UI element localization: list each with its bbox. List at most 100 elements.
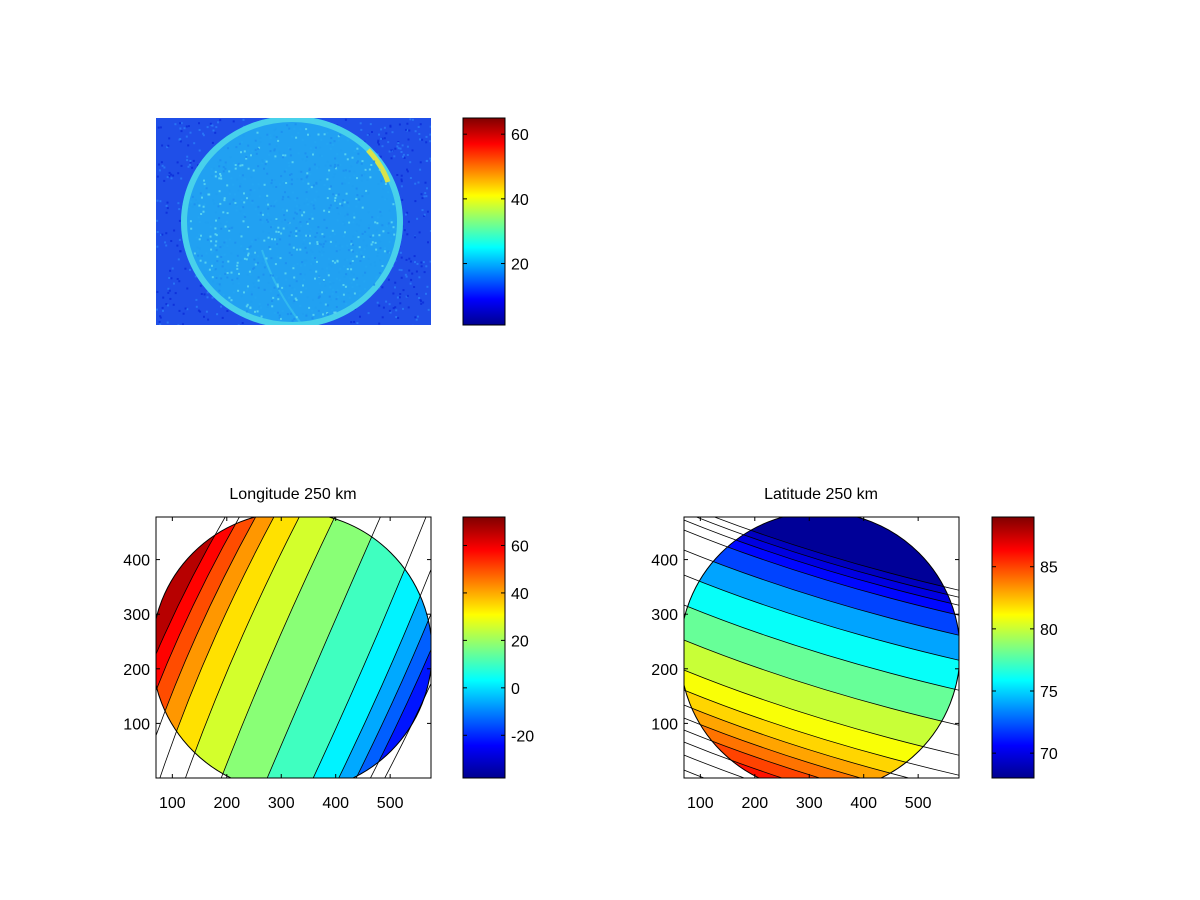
noise-pixel: [179, 138, 182, 140]
speckle-pixel: [307, 234, 310, 237]
speckle-pixel: [339, 134, 342, 136]
speckle-pixel: [378, 168, 381, 171]
latitude-colorbar: 70 75 80 85: [991, 516, 1058, 779]
noise-pixel: [426, 159, 429, 162]
y-tick-label: 300: [651, 607, 678, 624]
speckle-pixel: [335, 167, 337, 170]
speckle-pixel: [365, 189, 368, 192]
speckle-pixel: [219, 173, 222, 175]
speckle-pixel: [337, 193, 340, 196]
speckle-pixel: [291, 161, 294, 164]
speckle-pixel: [358, 198, 361, 201]
image-disk-rim: [181, 118, 403, 325]
speckle-pixel: [367, 227, 370, 230]
speckle-pixel: [282, 156, 284, 159]
noise-pixel: [158, 320, 161, 323]
noise-pixel: [399, 293, 402, 295]
speckle-pixel: [220, 227, 223, 230]
speckle-pixel: [324, 240, 327, 243]
noise-pixel: [409, 177, 412, 179]
speckle-pixel: [273, 149, 276, 152]
speckle-pixel: [249, 189, 252, 192]
speckle-pixel: [295, 316, 298, 319]
speckle-pixel: [308, 242, 311, 245]
noise-pixel: [383, 137, 386, 140]
contour-line: [684, 689, 959, 776]
speckle-pixel: [245, 157, 248, 160]
speckle-pixel: [251, 199, 254, 202]
speckle-pixel: [272, 274, 274, 277]
noise-pixel: [376, 153, 379, 156]
speckle-pixel: [327, 313, 329, 316]
speckle-pixel: [344, 169, 347, 172]
speckle-pixel: [247, 254, 249, 257]
noise-pixel: [211, 124, 214, 127]
noise-pixel: [165, 211, 168, 214]
speckle-pixel: [305, 314, 308, 317]
speckle-pixel: [329, 164, 332, 167]
noise-pixel: [167, 287, 170, 290]
speckle-pixel: [282, 227, 285, 230]
speckle-pixel: [351, 156, 354, 159]
speckle-pixel: [326, 304, 329, 307]
speckle-pixel: [334, 197, 337, 199]
speckle-pixel: [335, 250, 338, 253]
noise-pixel: [400, 185, 403, 188]
noise-pixel: [187, 165, 190, 168]
colorbar-tick-label: 60: [511, 538, 529, 555]
speckle-pixel: [326, 312, 329, 314]
speckle-pixel: [326, 178, 329, 181]
speckle-pixel: [289, 154, 292, 157]
speckle-pixel: [214, 170, 217, 173]
noise-pixel: [404, 273, 407, 276]
speckle-pixel: [329, 141, 332, 144]
speckle-pixel: [267, 207, 270, 210]
noise-pixel: [403, 229, 406, 232]
noise-pixel: [191, 166, 194, 169]
noise-pixel: [174, 123, 177, 126]
speckle-pixel: [392, 203, 395, 206]
noise-pixel: [242, 118, 245, 121]
speckle-pixel: [277, 298, 280, 301]
speckle-pixel: [346, 158, 349, 161]
noise-pixel: [417, 126, 420, 128]
noise-pixel: [411, 149, 414, 152]
speckle-pixel: [331, 260, 334, 263]
noise-pixel: [406, 154, 409, 156]
colorbar-tick-label: 80: [1040, 622, 1058, 639]
speckle-pixel: [364, 230, 367, 233]
speckle-pixel: [286, 313, 289, 316]
speckle-pixel: [360, 255, 363, 258]
speckle-pixel: [315, 182, 318, 185]
noise-pixel: [187, 144, 190, 147]
noise-pixel: [172, 174, 175, 177]
noise-pixel: [398, 123, 401, 126]
noise-pixel: [381, 145, 384, 148]
speckle-pixel: [368, 168, 371, 171]
speckle-pixel: [305, 128, 308, 131]
speckle-pixel: [239, 185, 242, 188]
noise-pixel: [237, 324, 240, 325]
noise-pixel: [170, 240, 173, 242]
speckle-pixel: [250, 154, 252, 157]
noise-pixel: [189, 268, 191, 271]
contour-line: [684, 639, 959, 726]
speckle-pixel: [277, 285, 279, 288]
noise-pixel: [195, 305, 198, 308]
speckle-pixel: [190, 227, 193, 230]
noise-pixel: [423, 213, 426, 216]
speckle-pixel: [353, 216, 356, 219]
longitude-colorbar: -20 0 20 40 60: [462, 516, 534, 779]
speckle-pixel: [220, 255, 223, 258]
speckle-pixel: [277, 311, 279, 314]
contour-line: [220, 517, 336, 778]
speckle-pixel: [317, 226, 320, 229]
speckle-pixel: [240, 151, 242, 154]
speckle-pixel: [293, 299, 296, 302]
speckle-pixel: [356, 161, 359, 164]
noise-pixel: [185, 135, 188, 138]
noise-pixel: [166, 207, 169, 210]
noise-pixel: [381, 286, 384, 289]
speckle-pixel: [200, 234, 202, 237]
